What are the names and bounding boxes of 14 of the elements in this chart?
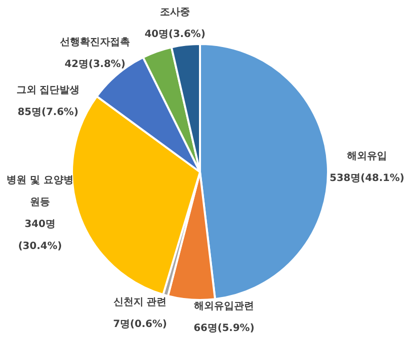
slice-label: 병원 및 요양병원등: [6, 174, 74, 210]
data-label: 42명(3.8%): [64, 58, 126, 72]
slice-label: 해외유입관련: [193, 300, 255, 314]
data-label: 7명(0.6%): [112, 318, 168, 332]
slice-label: 선행확진자접촉: [60, 37, 130, 48]
data-label: 340명(30.4%): [17, 218, 63, 254]
data-label: 85명(7.6%): [16, 106, 80, 120]
data-label: 66명(5.9%): [192, 322, 256, 336]
data-label: 538명(48.1%): [328, 172, 406, 186]
slice-label: 해외유입: [346, 150, 388, 164]
data-label: 40명(3.6%): [144, 28, 206, 42]
slice-label: 조사중: [159, 6, 191, 20]
slice-label: 그외 집단발생: [15, 84, 81, 98]
slice-label: 신천지 관련: [112, 296, 168, 310]
